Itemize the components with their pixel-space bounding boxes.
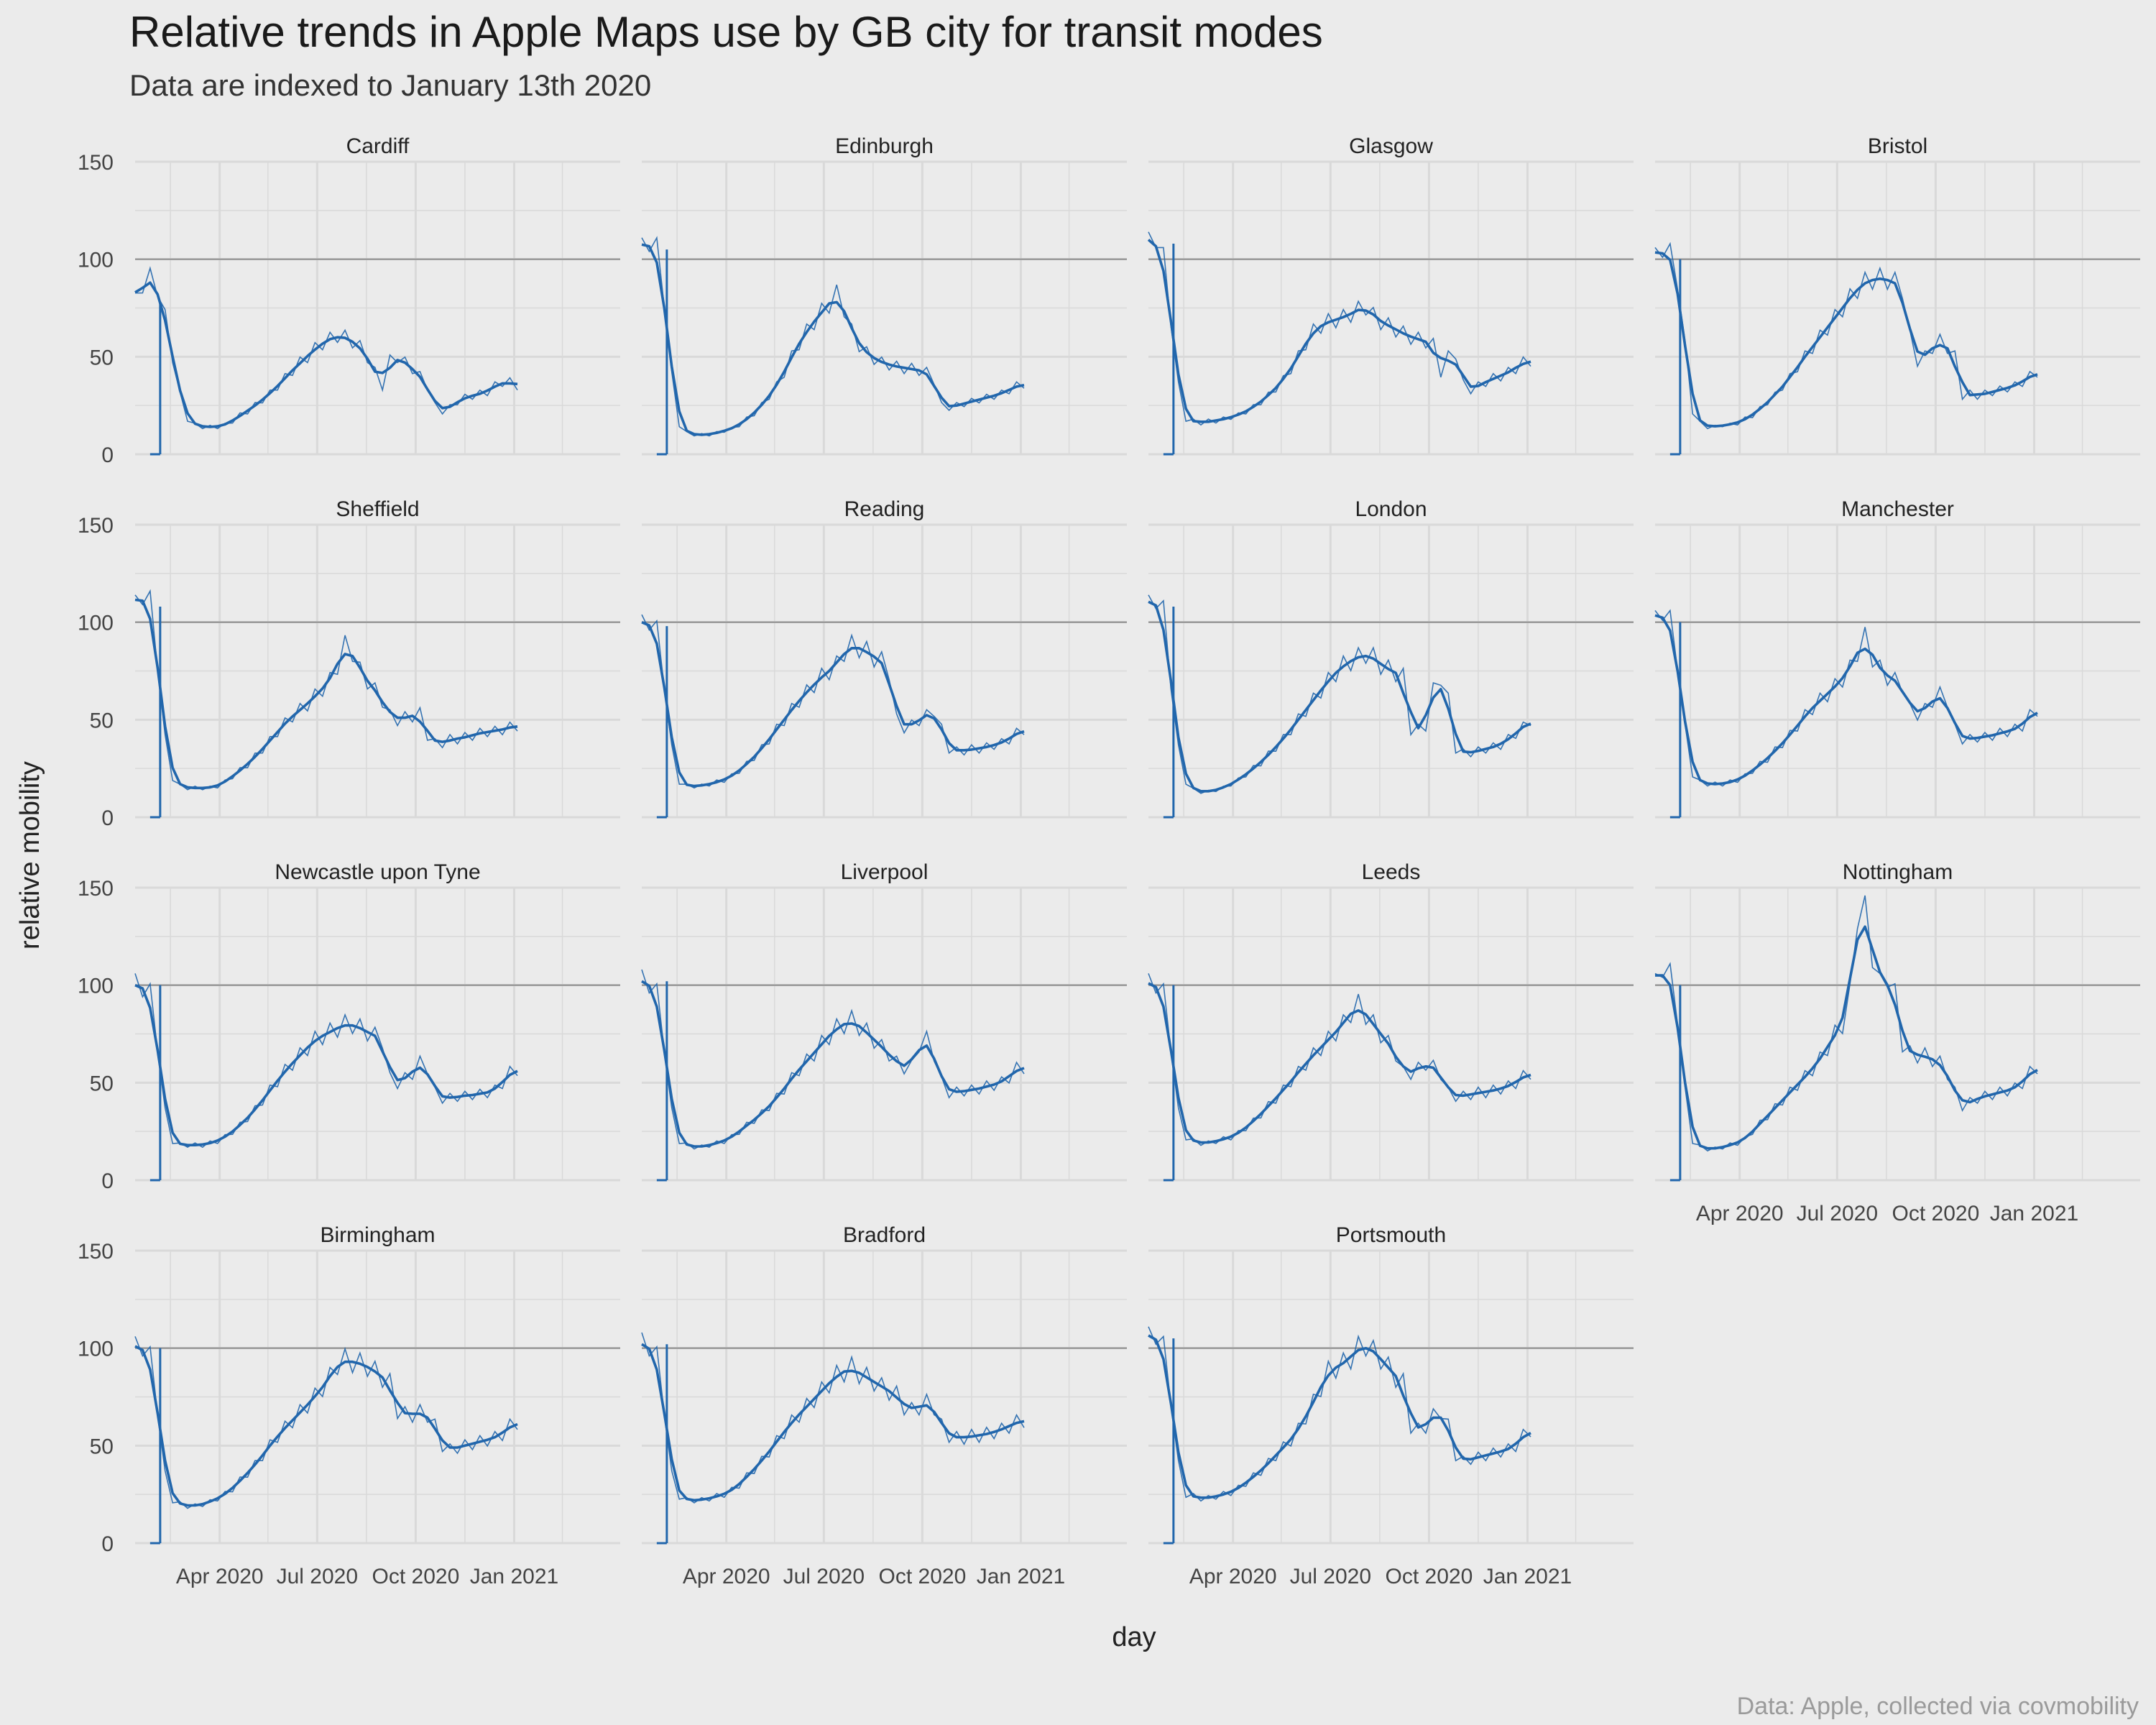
facet-london: London (1148, 497, 1634, 819)
y-tick-label: 150 (78, 514, 114, 538)
chart-caption: Data: Apple, collected via covmobility (1736, 1693, 2139, 1720)
x-tick-label: Jul 2020 (1797, 1202, 1878, 1225)
y-tick-label: 150 (78, 1240, 114, 1264)
x-tick-label: Apr 2020 (683, 1565, 770, 1588)
facet-strip-label: Newcastle upon Tyne (275, 860, 480, 884)
x-tick-label: Apr 2020 (1189, 1565, 1277, 1588)
facet-portsmouth: Portsmouth Apr 2020 Jul 2020 Oct 2020 Jan 20… (1148, 1223, 1634, 1588)
y-tick-label: 0 (101, 443, 114, 467)
series-line-daily (1148, 973, 1531, 1146)
y-tick-label: 150 (78, 151, 114, 175)
x-tick-label: Jul 2020 (1290, 1565, 1371, 1588)
series-line-daily (641, 969, 1025, 1150)
facet-strip-label: Edinburgh (835, 134, 934, 158)
x-axis-title: day (1112, 1622, 1156, 1652)
y-tick-label: 50 (90, 346, 114, 369)
x-tick-label: Jan 2021 (977, 1565, 1065, 1588)
facet-glasgow: Glasgow (1147, 134, 1634, 456)
y-tick-label: 100 (78, 1338, 114, 1361)
facet-strip-label: Nottingham (1843, 860, 1953, 884)
facet-strip-label: Bristol (1868, 134, 1927, 158)
series-line-smoothed (134, 984, 518, 1146)
series-line-smoothed (641, 621, 1025, 788)
series-line-daily (641, 1332, 1025, 1504)
series-line-smoothed (1147, 239, 1531, 423)
facet-strip-label: Birmingham (320, 1223, 435, 1247)
y-tick-label: 100 (78, 249, 114, 272)
series-line-daily (134, 589, 518, 791)
y-tick-label: 0 (101, 806, 114, 830)
series-line-smoothed (1655, 925, 2038, 1150)
series-line-daily (134, 266, 518, 430)
x-tick-label: Oct 2020 (1892, 1202, 1980, 1225)
y-tick-label: 50 (90, 1072, 114, 1095)
series-line-smoothed (1148, 1334, 1531, 1499)
facet-edinburgh: Edinburgh (641, 134, 1127, 456)
y-tick-label: 0 (101, 1532, 114, 1556)
facet-strip-label: Liverpool (841, 860, 929, 884)
y-tick-label: 50 (90, 1435, 114, 1458)
x-tick-label: Oct 2020 (879, 1565, 967, 1588)
chart-subtitle: Data are indexed to January 13th 2020 (129, 68, 652, 102)
series-line-smoothed (1148, 982, 1531, 1144)
x-tick-label: Jul 2020 (783, 1565, 865, 1588)
y-axis-title: relative mobility (15, 761, 45, 949)
facet-birmingham: Birmingham 0 50 100 150 Apr 2020 Jul 2020 Oct 2… (78, 1223, 620, 1588)
series-line-smoothed (134, 281, 518, 428)
series-line-smoothed (1148, 600, 1531, 793)
series-line-daily (641, 614, 1025, 789)
facet-strip-label: Sheffield (336, 497, 419, 521)
facet-nottingham: Nottingham Apr 2020 Jul 2020 Oct 2020 Jan 20… (1654, 860, 2140, 1225)
x-tick-label: Oct 2020 (372, 1565, 460, 1588)
series-line-smoothed (134, 1345, 518, 1507)
facet-strip-label: Reading (844, 497, 925, 521)
series-line-daily (1654, 609, 2038, 787)
x-tick-label: Jul 2020 (277, 1565, 358, 1588)
facet-bristol: Bristol (1654, 134, 2140, 456)
x-tick-label: Apr 2020 (1696, 1202, 1784, 1225)
facet-strip-label: Glasgow (1349, 134, 1433, 158)
facet-bradford: Bradford Apr 2020 Jul 2020 Oct 2020 Jan 2021 (641, 1223, 1127, 1588)
facet-strip-label: Portsmouth (1336, 1223, 1446, 1247)
series-line-daily (134, 973, 518, 1149)
x-tick-label: Oct 2020 (1386, 1565, 1473, 1588)
facet-strip-label: Bradford (843, 1223, 926, 1247)
y-tick-label: 100 (78, 612, 114, 635)
facet-strip-label: London (1355, 497, 1427, 521)
facet-sheffield: Sheffield 0 50 100 150 (78, 497, 620, 830)
facet-strip-label: Leeds (1362, 860, 1421, 884)
y-tick-label: 150 (78, 877, 114, 901)
series-line-daily (1148, 1326, 1531, 1502)
y-tick-label: 0 (101, 1169, 114, 1193)
y-tick-label: 50 (90, 709, 114, 732)
x-tick-label: Jan 2021 (470, 1565, 558, 1588)
x-tick-label: Apr 2020 (176, 1565, 264, 1588)
facet-strip-label: Manchester (1841, 497, 1954, 521)
facet-newcastle-upon-tyne: Newcastle upon Tyne 0 50 100 150 (78, 860, 620, 1193)
series-line-daily (1654, 242, 2038, 430)
x-tick-label: Jan 2021 (1483, 1565, 1572, 1588)
series-line-daily (134, 1336, 518, 1509)
facet-manchester: Manchester (1654, 497, 2140, 819)
facet-reading: Reading (641, 497, 1127, 819)
series-line-smoothed (134, 598, 518, 790)
chart-title: Relative trends in Apple Maps use by GB … (129, 8, 1323, 56)
series-line-smoothed (641, 1343, 1025, 1502)
series-line-smoothed (641, 243, 1025, 436)
series-line-daily (1148, 594, 1531, 794)
x-tick-label: Jan 2021 (1990, 1202, 2078, 1225)
series-line-smoothed (641, 980, 1025, 1148)
facet-liverpool: Liverpool (641, 860, 1127, 1182)
facet-leeds: Leeds (1148, 860, 1634, 1182)
series-line-daily (641, 236, 1025, 437)
facet-cardiff: Cardiff 0 50 100 150 (78, 134, 620, 467)
y-tick-label: 100 (78, 975, 114, 998)
series-line-smoothed (1654, 251, 2038, 428)
series-line-daily (1148, 231, 1531, 426)
series-line-daily (1654, 895, 2038, 1152)
series-line-smoothed (1654, 614, 2038, 786)
facet-strip-label: Cardiff (346, 134, 410, 158)
